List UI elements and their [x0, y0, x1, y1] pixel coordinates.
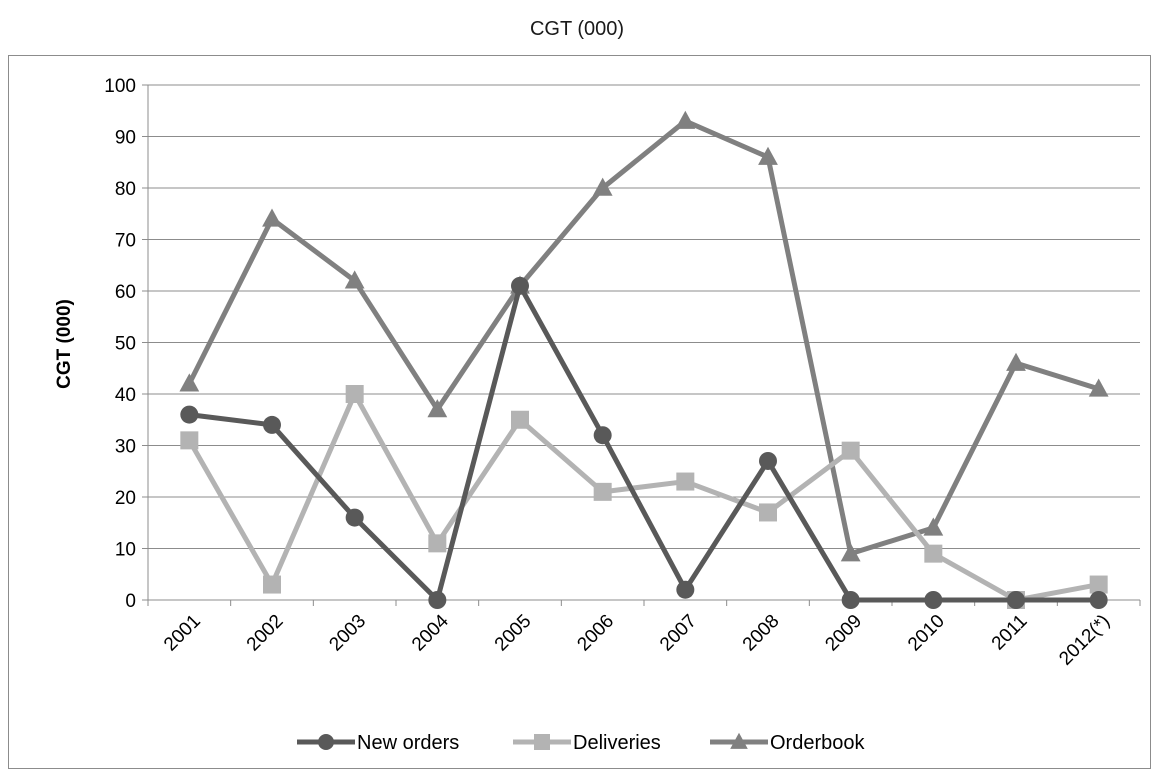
data-point-deliveries [924, 544, 943, 563]
legend-marker-deliveries [534, 734, 550, 750]
data-point-orderbook [344, 270, 365, 289]
y-axis-label: CGT (000) [54, 299, 75, 389]
x-tick-label: 2004 [408, 610, 453, 655]
y-tick-label: 0 [125, 591, 136, 612]
x-tick-label: 2005 [491, 611, 536, 656]
chart-title: CGT (000) [529, 18, 625, 40]
chart-area-frame [8, 55, 1151, 769]
data-point-deliveries [759, 503, 777, 522]
data-point-new-orders [593, 426, 612, 445]
x-tick-label: 2001 [160, 611, 205, 656]
data-point-new-orders [511, 276, 529, 295]
series-line-deliveries [187, 391, 1100, 603]
data-point-deliveries [1089, 575, 1108, 594]
data-point-new-orders [263, 415, 281, 434]
legend-label-orderbook: Orderbook [770, 732, 865, 754]
data-point-deliveries [593, 482, 612, 501]
y-tick-label: 100 [104, 76, 136, 97]
data-point-new-orders [180, 405, 199, 424]
y-tick-label: 30 [115, 437, 136, 458]
data-point-deliveries [263, 575, 281, 594]
legend-marker-orderbook [730, 732, 748, 749]
legend-item-new-orders: New orders [297, 732, 459, 754]
y-tick-label: 70 [115, 231, 136, 252]
data-point-deliveries [180, 431, 199, 450]
series-new-orders [180, 276, 1108, 609]
y-tick-label: 10 [115, 540, 136, 561]
data-point-orderbook [262, 208, 282, 227]
x-tick-label: 2002 [243, 611, 288, 656]
x-tick-label: 2010 [904, 611, 949, 656]
legend-marker-new-orders [318, 734, 334, 750]
y-tick-label: 50 [115, 334, 136, 355]
legend: New orders Deliveries Orderbook [297, 732, 865, 754]
series-orderbook [179, 110, 1109, 562]
series-line-new-orders [189, 283, 1099, 603]
y-tick-label: 90 [115, 128, 136, 149]
data-point-deliveries [511, 410, 529, 429]
legend-label-deliveries: Deliveries [573, 732, 661, 754]
legend-label-new-orders: New orders [357, 732, 459, 754]
legend-item-orderbook: Orderbook [710, 732, 865, 754]
data-point-deliveries [345, 385, 364, 403]
data-point-new-orders [841, 591, 860, 609]
data-point-new-orders [759, 451, 777, 470]
data-point-new-orders [924, 591, 943, 609]
series [179, 110, 1109, 609]
data-point-new-orders [428, 591, 447, 609]
x-tick-label: 2007 [656, 611, 701, 656]
data-point-orderbook [1088, 378, 1109, 397]
data-point-new-orders [1089, 591, 1108, 609]
data-point-orderbook [1006, 352, 1026, 371]
y-tick-label: 80 [115, 179, 136, 200]
data-point-deliveries [841, 441, 860, 460]
data-point-orderbook [758, 146, 778, 165]
gridlines [148, 84, 1140, 549]
x-tick-label: 2008 [739, 611, 784, 656]
data-point-new-orders [345, 508, 364, 527]
series-line-orderbook [187, 118, 1100, 557]
data-point-orderbook [427, 399, 448, 418]
data-point-orderbook [840, 543, 861, 562]
data-point-new-orders [676, 580, 695, 599]
legend-item-deliveries: Deliveries [513, 732, 661, 754]
y-tick-label: 20 [115, 488, 136, 509]
data-point-new-orders [1007, 591, 1025, 609]
data-point-orderbook [923, 517, 944, 536]
x-tick-label: 2012(*) [1055, 611, 1114, 670]
data-point-orderbook [179, 373, 200, 392]
data-point-orderbook [592, 177, 613, 196]
x-tick-label: 2006 [573, 611, 618, 656]
x-tick-label: 2003 [325, 611, 370, 656]
x-tick-label: 2009 [821, 611, 866, 656]
data-point-orderbook [675, 110, 696, 129]
x-tick-label: 2011 [988, 611, 1032, 655]
y-tick-label: 40 [115, 385, 136, 406]
y-tick-label: 60 [115, 282, 136, 303]
data-point-deliveries [428, 534, 447, 553]
data-point-deliveries [676, 472, 695, 491]
